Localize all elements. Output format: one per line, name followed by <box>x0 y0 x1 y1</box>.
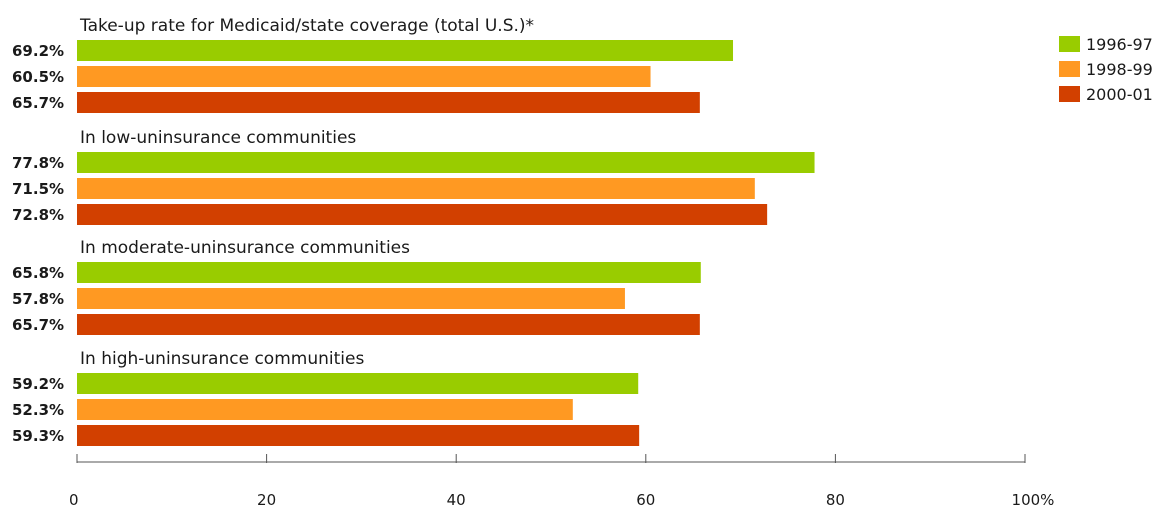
value-label: 59.2% <box>12 375 64 393</box>
bar-2000-01 <box>77 92 700 113</box>
x-tick-label: 0 <box>69 491 79 508</box>
value-label: 69.2% <box>12 42 64 60</box>
bar-2000-01 <box>77 314 700 335</box>
x-tick-label: 20 <box>257 491 276 508</box>
x-tick-label: 40 <box>447 491 466 508</box>
legend-label: 1996-97 <box>1086 35 1153 54</box>
value-label: 65.8% <box>12 264 64 282</box>
value-label: 71.5% <box>12 180 64 198</box>
value-label: 57.8% <box>12 290 64 308</box>
value-label: 60.5% <box>12 68 64 86</box>
group-title: Take-up rate for Medicaid/state coverage… <box>79 16 534 36</box>
group-title: In moderate-uninsurance communities <box>80 238 410 258</box>
legend-swatch <box>1059 61 1080 77</box>
bar-1998-99 <box>77 178 755 199</box>
x-tick-label: 100% <box>1012 491 1055 508</box>
legend-label: 1998-99 <box>1086 60 1153 79</box>
x-tick-label: 80 <box>826 491 845 508</box>
value-label: 59.3% <box>12 427 64 445</box>
group-title: In low-uninsurance communities <box>80 128 356 148</box>
legend-swatch <box>1059 36 1080 52</box>
value-label: 52.3% <box>12 401 64 419</box>
bar-1996-97 <box>77 262 701 283</box>
value-label: 72.8% <box>12 206 64 224</box>
value-label: 65.7% <box>12 94 64 112</box>
legend-swatch <box>1059 86 1080 102</box>
group-title: In high-uninsurance communities <box>80 349 364 369</box>
bar-2000-01 <box>77 204 768 225</box>
bar-1998-99 <box>77 288 625 309</box>
value-label: 77.8% <box>12 154 64 172</box>
value-label: 65.7% <box>12 316 64 334</box>
bar-1998-99 <box>77 66 651 87</box>
bar-1996-97 <box>77 373 639 394</box>
bar-1996-97 <box>77 152 815 173</box>
x-tick-label: 60 <box>636 491 655 508</box>
bar-1998-99 <box>77 399 573 420</box>
bar-1996-97 <box>77 40 734 61</box>
legend-label: 2000-01 <box>1086 85 1153 104</box>
bar-2000-01 <box>77 425 640 446</box>
